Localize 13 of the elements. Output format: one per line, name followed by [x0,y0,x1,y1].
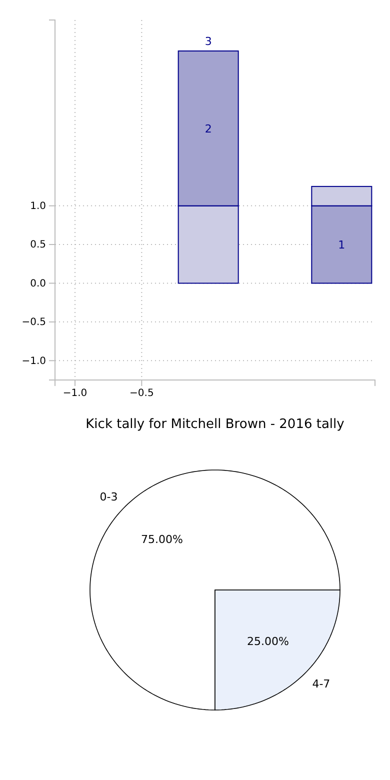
y-tick-label: 1.0 [30,201,46,212]
slice-label: 0-3 [100,490,118,504]
y-tick-label: 0.5 [30,240,46,251]
data-label: 75.00% [140,533,183,546]
total-label: 3 [204,34,212,48]
data-label: 1 [338,238,346,252]
y-tick-label: −1.0 [22,356,46,367]
data-label: 2 [204,122,212,136]
y-tick-label: −0.5 [22,317,46,328]
chart-title: Kick tally for Mitchell Brown - 2016 tally [86,417,345,432]
y-tick-label: 0.0 [30,278,46,290]
slice-label: 4-7 [312,677,330,690]
data-label: 25.00% [247,634,290,648]
